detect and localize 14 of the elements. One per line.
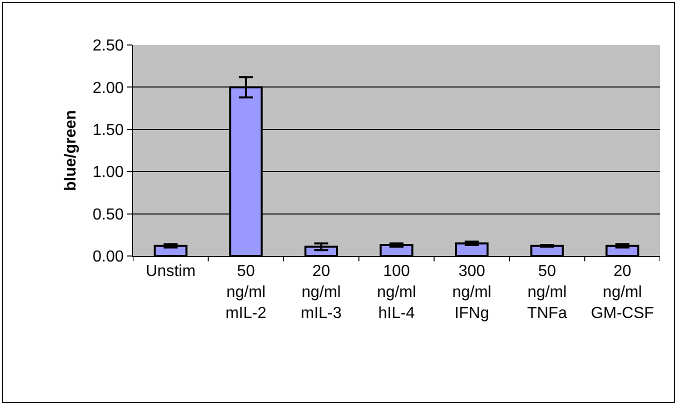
y-tick-label: 1.00 bbox=[92, 164, 124, 182]
y-axis-title: blue/green bbox=[62, 110, 80, 191]
y-tick-label: 0.50 bbox=[92, 206, 124, 224]
x-tick-label: 50 ng/ml mIL-2 bbox=[225, 263, 266, 322]
x-tick-label: Unstim bbox=[146, 263, 196, 280]
y-tick-label: 2.50 bbox=[92, 38, 124, 55]
x-tick-label: 20 ng/ml mIL-3 bbox=[300, 263, 342, 322]
x-tick-label: 300 ng/ml IFNg bbox=[452, 263, 492, 322]
x-tick-label: 20 ng/ml GM-CSF bbox=[590, 263, 654, 322]
x-tick-label: 50 ng/ml TNFa bbox=[527, 263, 568, 322]
y-tick-label: 0.00 bbox=[92, 248, 124, 266]
y-tick-label: 2.00 bbox=[92, 80, 124, 97]
x-tick-label: 100 ng/ml hIL-4 bbox=[376, 263, 416, 322]
y-tick-label: 1.50 bbox=[92, 122, 124, 139]
